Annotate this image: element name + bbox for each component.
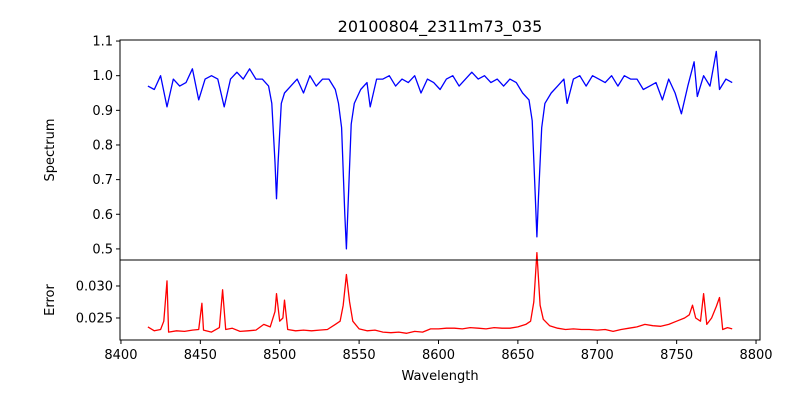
x-tick-label: 8650 [501,348,534,363]
x-tick-label: 8800 [739,348,772,363]
x-tick-label: 8500 [263,348,296,363]
y-tick-label: 0.8 [92,138,113,153]
y-tick-label: 1.1 [92,35,113,50]
y-tick-label: 0.025 [76,311,113,326]
y-axis-label-spectrum: Spectrum [43,119,58,182]
y-tick-label: 0.5 [92,242,113,257]
error-line [147,252,733,334]
x-tick-label: 8750 [660,348,693,363]
x-axis-label: Wavelength [401,369,478,384]
spectrum-axes-frame [119,39,761,261]
y-tick-label: 0.030 [76,279,113,294]
x-tick-label: 8550 [343,348,376,363]
y-tick-label: 0.6 [92,208,113,223]
y-tick-label: 0.7 [92,173,113,188]
x-tick-label: 8700 [581,348,614,363]
chart-title: 20100804_2311m73_035 [338,17,543,37]
y-axis-label-error: Error [43,284,58,316]
x-tick-label: 8400 [104,348,137,363]
y-tick-label: 1.0 [92,69,113,84]
y-tick-label: 0.9 [92,104,113,119]
x-tick-label: 8450 [184,348,217,363]
x-tick-label: 8600 [422,348,455,363]
spectrum-line [147,50,733,250]
error-axes-frame [119,259,761,341]
